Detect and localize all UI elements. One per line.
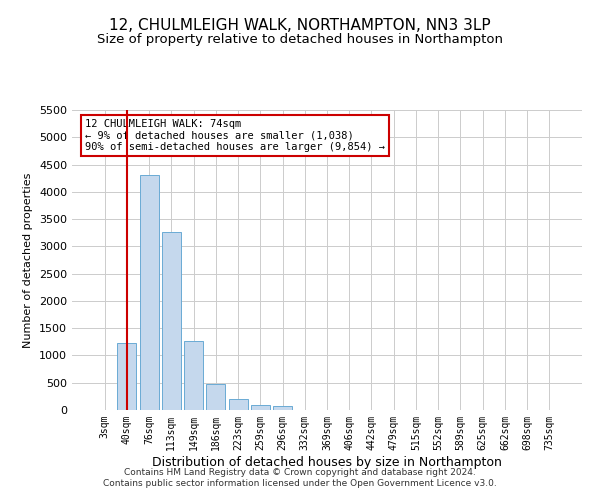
Bar xyxy=(140,176,158,410)
Text: 12, CHULMLEIGH WALK, NORTHAMPTON, NN3 3LP: 12, CHULMLEIGH WALK, NORTHAMPTON, NN3 3L… xyxy=(109,18,491,32)
Bar xyxy=(273,406,292,410)
Text: Size of property relative to detached houses in Northampton: Size of property relative to detached ho… xyxy=(97,32,503,46)
Bar xyxy=(184,342,203,410)
Text: 12 CHULMLEIGH WALK: 74sqm
← 9% of detached houses are smaller (1,038)
90% of sem: 12 CHULMLEIGH WALK: 74sqm ← 9% of detach… xyxy=(85,119,385,152)
Bar xyxy=(162,232,181,410)
Text: Contains HM Land Registry data © Crown copyright and database right 2024.
Contai: Contains HM Land Registry data © Crown c… xyxy=(103,468,497,487)
Y-axis label: Number of detached properties: Number of detached properties xyxy=(23,172,34,348)
Bar xyxy=(118,343,136,410)
Bar xyxy=(229,399,248,410)
Bar xyxy=(206,384,225,410)
X-axis label: Distribution of detached houses by size in Northampton: Distribution of detached houses by size … xyxy=(152,456,502,468)
Bar xyxy=(251,404,270,410)
